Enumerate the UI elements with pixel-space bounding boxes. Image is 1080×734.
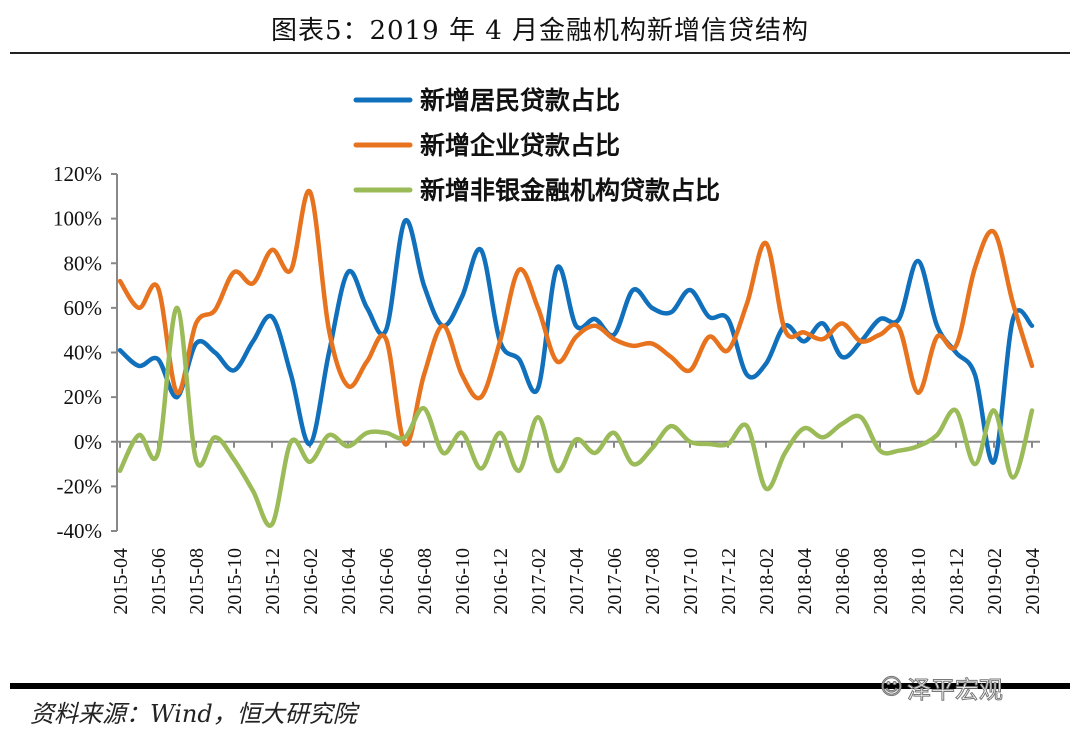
y-tick-label: 40% xyxy=(64,341,103,365)
x-tick-label: 2019-02 xyxy=(984,548,1006,615)
x-tick-label: 2015-06 xyxy=(148,548,170,615)
x-tick-label: 2015-04 xyxy=(110,548,132,615)
x-tick-label: 2016-06 xyxy=(376,548,398,615)
x-tick-label: 2016-10 xyxy=(452,548,474,615)
y-tick-label: 120% xyxy=(53,162,102,186)
x-tick-label: 2018-08 xyxy=(870,548,892,615)
x-tick-label: 2016-02 xyxy=(300,548,322,615)
legend-label: 新增居民贷款占比 xyxy=(420,86,620,115)
y-tick-label: -40% xyxy=(57,519,103,543)
x-tick-label: 2017-10 xyxy=(680,548,702,615)
x-tick-label: 2017-12 xyxy=(718,548,740,615)
x-tick-label: 2019-04 xyxy=(1022,548,1044,615)
x-tick-label: 2018-04 xyxy=(794,548,816,615)
footer-divider xyxy=(10,683,1070,689)
source-note: 资料来源：Wind，恒大研究院 xyxy=(30,700,357,728)
chart-title: 图表5：2019 年 4 月金融机构新增信贷结构 xyxy=(270,16,810,46)
x-tick-label: 2015-12 xyxy=(262,548,284,615)
x-tick-label: 2018-12 xyxy=(946,548,968,615)
title-divider xyxy=(10,52,1070,54)
y-tick-label: 80% xyxy=(64,251,103,275)
watermark: ☺ 泽平宏观 xyxy=(880,670,1004,705)
y-tick-label: 0% xyxy=(74,430,102,454)
wechat-icon: ☺ xyxy=(880,675,904,701)
x-tick-label: 2017-08 xyxy=(642,548,664,615)
x-tick-label: 2017-06 xyxy=(604,548,626,615)
x-tick-label: 2018-02 xyxy=(756,548,778,615)
line-chart: -40% -20% 0% 20% 40% 60% 80% 100% 120% 2015-04 201… xyxy=(53,86,1044,615)
x-tick-label: 2015-10 xyxy=(224,548,246,615)
legend-label: 新增非银金融机构贷款占比 xyxy=(420,176,720,205)
x-tick-label: 2018-06 xyxy=(832,548,854,615)
series-line-2 xyxy=(117,305,1035,528)
series-group xyxy=(117,188,1035,528)
y-tick-label: 60% xyxy=(64,296,103,320)
y-tick-label: 100% xyxy=(53,207,102,231)
legend-label: 新增企业贷款占比 xyxy=(420,131,620,160)
x-tick-label: 2018-10 xyxy=(908,548,930,615)
x-tick-label: 2016-08 xyxy=(414,548,436,615)
x-tick-label: 2015-08 xyxy=(186,548,208,615)
axes: -40% -20% 0% 20% 40% 60% 80% 100% 120% 2015-04 201… xyxy=(53,162,1044,615)
y-tick-label: -20% xyxy=(57,474,103,498)
x-tick-label: 2016-12 xyxy=(490,548,512,615)
watermark-text: 泽平宏观 xyxy=(906,676,1003,705)
x-tick-label: 2016-04 xyxy=(338,548,360,615)
x-tick-label: 2017-02 xyxy=(528,548,550,615)
series-line-0 xyxy=(117,218,1035,465)
x-tick-label: 2017-04 xyxy=(566,548,588,615)
series-line-1 xyxy=(117,188,1035,447)
y-tick-label: 20% xyxy=(64,385,103,409)
